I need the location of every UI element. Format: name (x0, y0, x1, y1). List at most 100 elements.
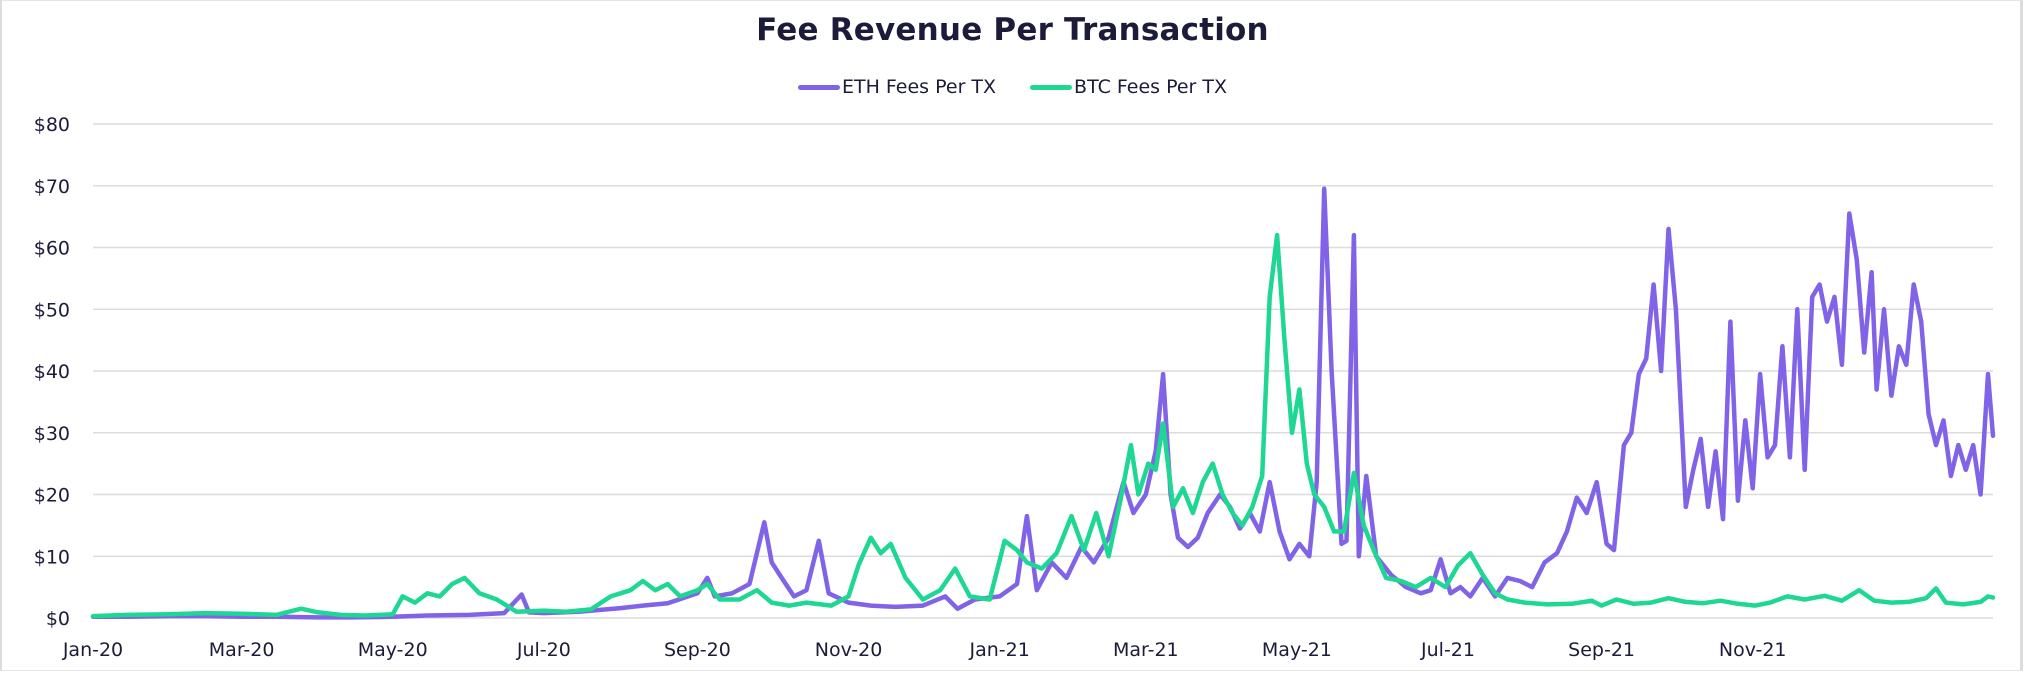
data-point (938, 588, 942, 592)
data-point (391, 612, 395, 616)
data-point (401, 594, 405, 598)
data-point (787, 604, 791, 608)
data-point (1003, 539, 1007, 543)
data-point (1305, 462, 1309, 466)
data-point (1684, 600, 1688, 604)
data-point (1964, 468, 1968, 472)
data-point (1297, 542, 1301, 546)
data-point (425, 591, 429, 595)
data-point (1875, 388, 1879, 392)
data-point (1518, 579, 1522, 583)
data-point (1758, 372, 1762, 376)
data-point (1107, 554, 1111, 558)
data-point (804, 588, 808, 592)
series-lines (90, 186, 1996, 620)
data-point (1979, 600, 1983, 604)
data-point (1823, 594, 1827, 598)
data-point (1332, 530, 1336, 534)
x-tick-label: Sep-21 (1568, 639, 1635, 661)
data-point (1240, 523, 1244, 527)
data-point (468, 613, 472, 617)
data-point (1736, 499, 1740, 503)
data-point (502, 611, 506, 615)
data-point (1889, 601, 1893, 605)
data-point (339, 613, 343, 617)
data-point (804, 601, 808, 605)
data-point (316, 610, 320, 614)
data-point (1340, 542, 1344, 546)
legend-swatch-btc (1030, 84, 1073, 90)
data-point (1070, 514, 1074, 518)
data-point (1766, 455, 1770, 459)
data-point (1389, 573, 1393, 577)
data-point (1231, 511, 1235, 515)
data-point (1429, 576, 1433, 580)
data-point (1352, 471, 1356, 475)
data-point (678, 594, 682, 598)
data-point (1949, 474, 1953, 478)
legend-item-btc[interactable]: BTC Fees Per TX (1030, 76, 1227, 98)
data-point (748, 582, 752, 586)
legend-item-eth[interactable]: ETH Fees Per TX (797, 76, 996, 98)
data-point (1312, 493, 1316, 497)
data-point (1221, 493, 1225, 497)
data-point (1372, 548, 1376, 552)
data-point (988, 598, 992, 602)
series-eth-fees-per-tx (90, 186, 1996, 620)
data-point (847, 601, 851, 605)
data-point (904, 576, 908, 580)
data-point (1449, 591, 1453, 595)
data-point (1753, 604, 1757, 608)
data-point (1644, 357, 1648, 361)
data-point (316, 615, 320, 619)
data-point (1506, 598, 1510, 602)
data-point (450, 582, 454, 586)
data-point (1119, 496, 1123, 500)
data-point (1201, 480, 1205, 484)
data-point (1364, 474, 1368, 478)
data-point (1322, 187, 1326, 191)
data-point (1714, 449, 1718, 453)
data-point (1691, 468, 1695, 472)
data-point (1015, 548, 1019, 552)
data-point (1129, 443, 1133, 447)
data-point (705, 576, 709, 580)
series-line[interactable] (90, 186, 1996, 620)
y-tick-label: $0 (46, 608, 70, 630)
data-point (1352, 233, 1356, 237)
data-point (1615, 598, 1619, 602)
data-point (1803, 598, 1807, 602)
data-point (126, 613, 130, 617)
data-point (1181, 486, 1185, 490)
data-point (829, 604, 833, 608)
data-point (274, 613, 278, 617)
data-point (477, 591, 481, 595)
data-point (1458, 585, 1462, 589)
series-line[interactable] (90, 232, 1996, 619)
data-point (1649, 601, 1653, 605)
data-point (1991, 434, 1995, 438)
data-point (770, 560, 774, 564)
y-tick-label: $70 (34, 176, 70, 198)
data-point (1788, 455, 1792, 459)
data-point (1468, 594, 1472, 598)
data-point (1889, 394, 1893, 398)
data-point (1307, 554, 1311, 558)
data-point (666, 582, 670, 586)
data-point (856, 564, 860, 568)
data-point (827, 591, 831, 595)
data-point (1585, 511, 1589, 515)
legend-label-btc: BTC Fees Per TX (1074, 76, 1228, 98)
data-point (1297, 388, 1301, 392)
data-point (1719, 599, 1723, 603)
data-point (1600, 604, 1604, 608)
data-point (1439, 557, 1443, 561)
data-point (869, 536, 873, 540)
data-point (1699, 437, 1703, 441)
data-point (1275, 233, 1279, 237)
data-point (1545, 602, 1549, 606)
legend-swatch-eth (797, 84, 840, 90)
data-point (1833, 295, 1837, 299)
data-point (889, 542, 893, 546)
